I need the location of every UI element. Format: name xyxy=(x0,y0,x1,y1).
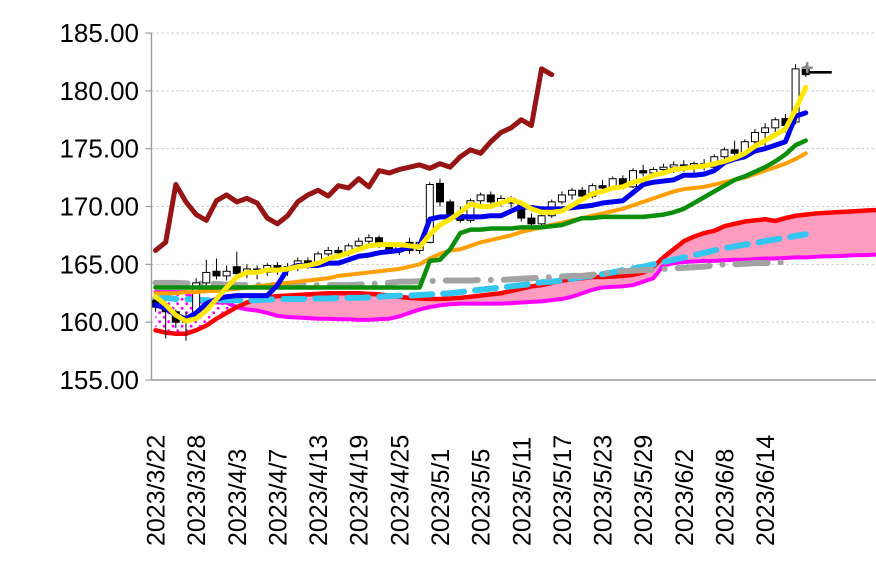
y-axis-labels: 185.00 180.00 175.00 170.00 165.00 160.00 155.… xyxy=(59,18,139,395)
x-tick-label: 2023/3/22 xyxy=(143,435,171,546)
x-tick-label: 2023/5/11 xyxy=(508,437,536,546)
x-tick-label: 2023/5/1 xyxy=(427,449,455,546)
x-tick-label: 2023/6/2 xyxy=(671,449,699,546)
axes xyxy=(150,33,876,381)
y-tick-label: 185.00 xyxy=(59,18,139,48)
x-tick-label: 2023/4/13 xyxy=(305,435,333,546)
x-tick-label: 2023/6/8 xyxy=(711,449,739,546)
x-tick-label: 2023/4/25 xyxy=(386,435,414,546)
x-tick-label: 2023/3/28 xyxy=(183,435,211,546)
x-tick-label: 2023/4/19 xyxy=(346,435,374,546)
y-tick-label: 180.00 xyxy=(59,76,139,106)
x-tick-label: 2023/5/17 xyxy=(549,435,577,546)
y-tick-label: 155.00 xyxy=(59,365,139,395)
y-tick-label: 175.00 xyxy=(59,134,139,164)
x-tick-label: 2023/5/5 xyxy=(468,449,496,546)
x-tick-label: 2023/4/3 xyxy=(224,449,252,546)
x-tick-label: 2023/5/29 xyxy=(630,435,658,546)
x-tick-label: 2023/4/7 xyxy=(264,449,292,546)
x-tick-label: 2023/5/23 xyxy=(590,435,618,546)
y-tick-label: 165.00 xyxy=(59,249,139,279)
last-price-annotations xyxy=(801,62,832,74)
x-axis-labels: 2023/3/22 2023/3/28 2023/4/3 2023/4/7 2023/4… xyxy=(143,435,781,546)
x-tick-label: 2023/6/14 xyxy=(752,435,780,546)
y-tick-label: 170.00 xyxy=(59,192,139,222)
lagging-span-line xyxy=(153,66,555,253)
y-tick-label: 160.00 xyxy=(59,307,139,337)
indicator-lines xyxy=(153,84,809,324)
